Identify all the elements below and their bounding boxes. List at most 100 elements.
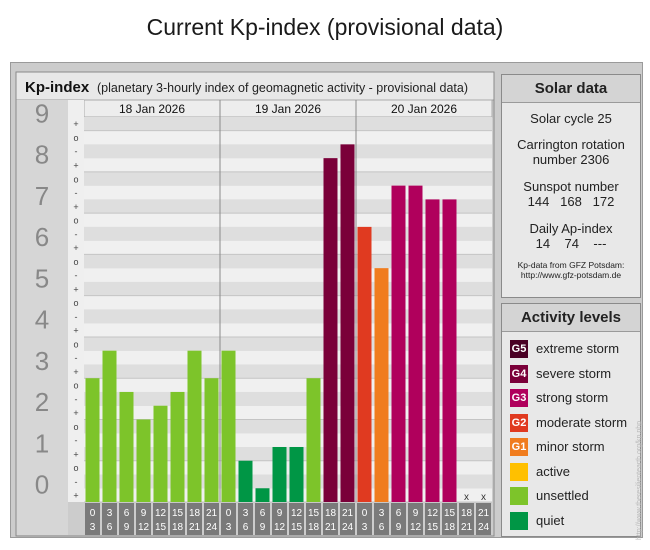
activity-level-swatch	[510, 462, 528, 481]
plot-band	[84, 350, 492, 365]
interval-box	[119, 503, 134, 535]
plot-band	[84, 213, 492, 227]
interval-end: 21	[461, 522, 473, 533]
interval-box	[442, 503, 457, 535]
chart-border	[15, 71, 495, 537]
interval-start: 21	[206, 508, 218, 519]
y-tick-label: 2	[35, 387, 49, 417]
carrington-label: Carrington rotation	[517, 137, 625, 152]
source-line-2: http://www.gfz-potsdam.de	[520, 270, 622, 280]
solar-data-title: Solar data	[502, 75, 640, 103]
source-line-1: Kp-data from GFZ Potsdam:	[517, 260, 625, 270]
interval-end: 18	[172, 522, 184, 533]
carrington-number: number 2306	[532, 152, 610, 167]
interval-end: 15	[291, 522, 303, 533]
plot-band	[84, 391, 492, 406]
minor-mark: o	[73, 257, 78, 267]
plot-band	[84, 281, 492, 296]
minor-mark: +	[73, 491, 78, 501]
interval-start: 9	[141, 508, 147, 519]
plot-band	[84, 433, 492, 447]
interval-box	[102, 503, 117, 535]
activity-level-row: G4 severe storm	[510, 364, 640, 385]
bar	[340, 144, 355, 502]
bar	[136, 419, 151, 502]
interval-end: 12	[274, 522, 286, 533]
interval-box	[374, 503, 389, 535]
y-tick-label: 0	[35, 470, 49, 500]
interval-box	[187, 503, 202, 535]
missing-mark: x	[481, 492, 486, 503]
day-label: 20 Jan 2026	[391, 102, 457, 116]
interval-start: 6	[260, 508, 266, 519]
activity-level-row: G1 minor storm	[510, 438, 640, 458]
activity-level-swatch	[510, 511, 528, 530]
activity-level-row: active	[510, 462, 640, 483]
plot-band	[84, 185, 492, 200]
plot-band	[84, 171, 492, 186]
minor-mark: o	[73, 174, 78, 184]
activity-level-swatch	[510, 487, 528, 505]
minor-mark: +	[73, 243, 78, 253]
activity-level-label: unsettled	[536, 488, 589, 503]
activity-level-label: minor storm	[536, 439, 605, 454]
plot-band	[84, 199, 492, 214]
day-label: 19 Jan 2026	[255, 102, 321, 116]
y-tick-label: 7	[35, 181, 49, 211]
interval-box	[340, 503, 355, 535]
bar	[255, 488, 270, 502]
minor-mark: +	[73, 161, 78, 171]
y-tick-label: 4	[35, 305, 49, 335]
interval-start: 0	[226, 508, 232, 519]
minor-mark: -	[75, 271, 78, 281]
plot-band	[84, 254, 492, 269]
activity-level-label: extreme storm	[536, 341, 620, 356]
interval-end: 21	[189, 522, 201, 533]
activity-level-row: quiet	[510, 511, 640, 532]
interval-start: 3	[107, 508, 113, 519]
minor-mark: o	[73, 298, 78, 308]
interval-box	[238, 503, 253, 535]
interval-box	[204, 503, 219, 535]
plot-band	[84, 144, 492, 159]
interval-start: 15	[172, 508, 184, 519]
interval-start: 12	[155, 508, 167, 519]
interval-box	[323, 503, 338, 535]
interval-start: 3	[379, 508, 385, 519]
interval-box	[289, 503, 304, 535]
activity-level-row: unsettled	[510, 487, 640, 507]
minor-mark: +	[73, 449, 78, 459]
interval-box	[357, 503, 372, 535]
interval-end: 3	[226, 522, 232, 533]
solar-data-panel: Solar data Solar cycle 25 Carrington rot…	[501, 74, 641, 298]
activity-level-row: G2 moderate storm	[510, 413, 640, 434]
interval-end: 12	[410, 522, 422, 533]
plot-band	[84, 295, 492, 310]
interval-end: 24	[206, 522, 218, 533]
interval-start: 15	[308, 508, 320, 519]
plot-band	[84, 446, 492, 461]
missing-mark: x	[464, 492, 469, 503]
minor-mark: +	[73, 284, 78, 294]
plot-band	[84, 117, 492, 131]
minor-mark: o	[73, 381, 78, 391]
interval-end: 9	[396, 522, 402, 533]
interval-start: 6	[396, 508, 402, 519]
interval-end: 9	[260, 522, 266, 533]
minor-mark: o	[73, 216, 78, 226]
interval-box	[306, 503, 321, 535]
plot-band	[84, 158, 492, 172]
interval-end: 6	[243, 522, 249, 533]
plot-band	[84, 474, 492, 489]
interval-start: 12	[291, 508, 303, 519]
ap-label: Daily Ap-index	[529, 221, 613, 236]
activity-levels-title: Activity levels	[502, 304, 640, 332]
plot-band	[84, 226, 492, 241]
bar	[289, 446, 304, 502]
plot-band	[84, 240, 492, 255]
sunspot-values: 144 168 172	[527, 194, 615, 209]
interval-start: 18	[325, 508, 337, 519]
sunspot-label: Sunspot number	[523, 179, 619, 194]
minor-mark: -	[75, 436, 78, 446]
interval-end: 6	[107, 522, 113, 533]
